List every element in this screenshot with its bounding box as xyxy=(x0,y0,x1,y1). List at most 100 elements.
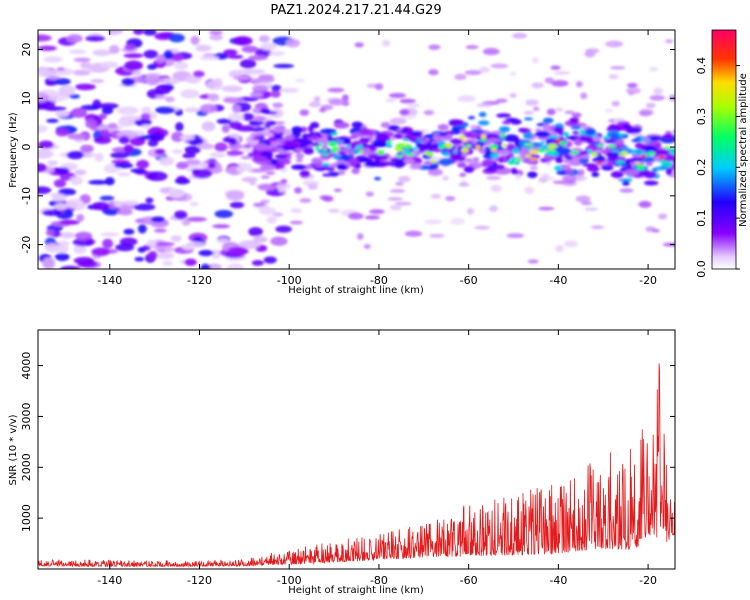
spectrogram-noise-blob xyxy=(104,177,115,186)
spectrogram-halo-blob xyxy=(450,217,465,226)
spectrogram-noise-blob xyxy=(168,33,185,43)
spectrogram-noise-blob xyxy=(270,89,281,98)
spectrogram-peak-blob xyxy=(412,147,419,151)
spectrogram-halo-blob xyxy=(638,200,652,208)
spectrogram-noise-blob xyxy=(233,75,253,81)
spectrogram-peak-blob xyxy=(444,143,452,148)
spectrogram-noise-blob xyxy=(124,60,144,71)
spectrogram-halo-blob xyxy=(252,85,269,93)
spectrogram-band-blob xyxy=(254,143,268,151)
spectrogram-band-blob xyxy=(380,121,391,129)
spectrogram-band-blob xyxy=(496,113,511,118)
spectrogram-noise-blob xyxy=(223,49,238,56)
spectrogram-halo-blob xyxy=(260,199,270,204)
spectrogram-band-blob xyxy=(646,161,653,167)
spectrogram-band-blob xyxy=(454,157,466,162)
spectrogram-peak-blob xyxy=(611,149,620,153)
spectrogram-halo-blob xyxy=(534,22,546,29)
spectrogram-peak-blob xyxy=(541,144,549,150)
spectrogram-halo-blob xyxy=(512,32,528,39)
spectrogram-noise-blob xyxy=(162,260,173,266)
spectrogram-halo-blob xyxy=(649,95,665,101)
spectrogram-band-blob xyxy=(623,169,640,176)
spectrogram-noise-blob xyxy=(147,63,157,70)
spectrogram-band-blob xyxy=(333,121,350,129)
spectrogram-noise-blob xyxy=(43,56,63,63)
spectrogram-noise-blob xyxy=(137,246,146,253)
spectrogram-peak-blob xyxy=(405,144,413,149)
spectrogram-noise-blob xyxy=(72,238,95,247)
spectrogram-peak-blob xyxy=(514,161,520,165)
spectrogram-peak-blob xyxy=(529,150,539,155)
snr-x-tick-label: -40 xyxy=(549,574,567,587)
spectrogram-band-blob xyxy=(463,131,474,138)
spectrogram-band-blob xyxy=(451,127,463,135)
spectrogram-halo-blob xyxy=(388,92,407,99)
spectrogram-halo-blob xyxy=(363,243,371,250)
spectrogram-noise-blob xyxy=(55,128,70,137)
spectrogram-band-blob xyxy=(423,134,436,139)
spectrogram-band-blob xyxy=(677,156,691,161)
spectrogram-noise-blob xyxy=(85,35,106,42)
spectrogram-halo-blob xyxy=(258,74,274,80)
spectrogram-noise-blob xyxy=(280,87,300,93)
snr-x-tick-label: -140 xyxy=(97,574,122,587)
spectrogram-band-blob xyxy=(622,180,630,186)
spectrogram-band-blob xyxy=(625,164,633,170)
spectrogram-peak-blob xyxy=(386,144,393,148)
spectrogram-hotspot xyxy=(358,150,364,154)
spectrogram-halo-blob xyxy=(427,168,443,176)
spectrogram-noise-blob xyxy=(217,238,230,244)
spectrogram-noise-blob xyxy=(80,104,100,111)
colorbar-tick-label: 0.2 xyxy=(695,159,708,177)
spectrogram-halo-blob xyxy=(465,45,479,50)
spectrogram-noise-blob xyxy=(200,263,211,269)
spectrogram-band-blob xyxy=(430,163,440,167)
spectrogram-noise-blob xyxy=(74,231,93,241)
spectrogram-noise-blob xyxy=(137,224,147,234)
spectrogram-halo-blob xyxy=(428,69,439,76)
spectrogram-noise-blob xyxy=(143,30,157,36)
spectrogram-band-blob xyxy=(572,161,581,166)
spectrogram-halo-blob xyxy=(657,272,668,278)
spectrogram-peak-blob xyxy=(511,149,521,154)
spectrogram-noise-blob xyxy=(38,124,48,133)
spectrogram-band-blob xyxy=(523,132,534,140)
spectrogram-halo-blob xyxy=(375,83,384,91)
spectrogram-band-blob xyxy=(523,117,534,121)
spectrogram-band-blob xyxy=(678,161,687,168)
spectrogram-band-blob xyxy=(534,130,551,138)
spectrogram-halo-blob xyxy=(399,108,410,116)
spectrogram-noise-blob xyxy=(38,34,52,42)
spectrogram-band-blob xyxy=(376,133,390,141)
spectrogram-noise-blob xyxy=(184,145,201,154)
spectrogram-peak-blob xyxy=(405,152,415,156)
spectrogram-halo-blob xyxy=(585,48,600,54)
spectrogram-peak-blob xyxy=(591,152,598,157)
spectrogram-noise-blob xyxy=(141,124,151,129)
spectrogram-band-blob xyxy=(337,170,346,176)
spectrogram-band-blob xyxy=(542,117,554,124)
spectrogram-noise-blob xyxy=(145,197,154,204)
spectrogram-noise-blob xyxy=(227,54,244,59)
spectrogram-noise-blob xyxy=(179,134,195,141)
spectrogram-peak-blob xyxy=(489,144,499,149)
spectrogram-halo-blob xyxy=(652,228,660,233)
spectrogram-halo-blob xyxy=(605,40,624,48)
spectrogram-noise-blob xyxy=(123,144,134,153)
spectrogram-noise-blob xyxy=(198,249,214,257)
spectrogram-noise-blob xyxy=(155,84,172,95)
spectrogram-noise-blob xyxy=(99,129,111,138)
spectrogram-noise-blob xyxy=(227,113,244,122)
spectrogram-peak-blob xyxy=(570,150,579,155)
colorbar: 0.0 0.1 0.2 0.3 0.4 Normalized spectral ampl… xyxy=(695,29,749,278)
spectrogram-noise-blob xyxy=(241,113,255,121)
spectrogram-halo-blob xyxy=(364,215,381,220)
spectrogram-band-blob xyxy=(502,120,512,125)
spectrogram-halo-blob xyxy=(551,80,569,87)
spectrogram-x-tick-label: -100 xyxy=(277,274,302,287)
spectrogram-halo-blob xyxy=(356,233,364,240)
spectrogram-noise-blob xyxy=(243,68,266,75)
colorbar-tick-label: 0.0 xyxy=(695,260,708,278)
